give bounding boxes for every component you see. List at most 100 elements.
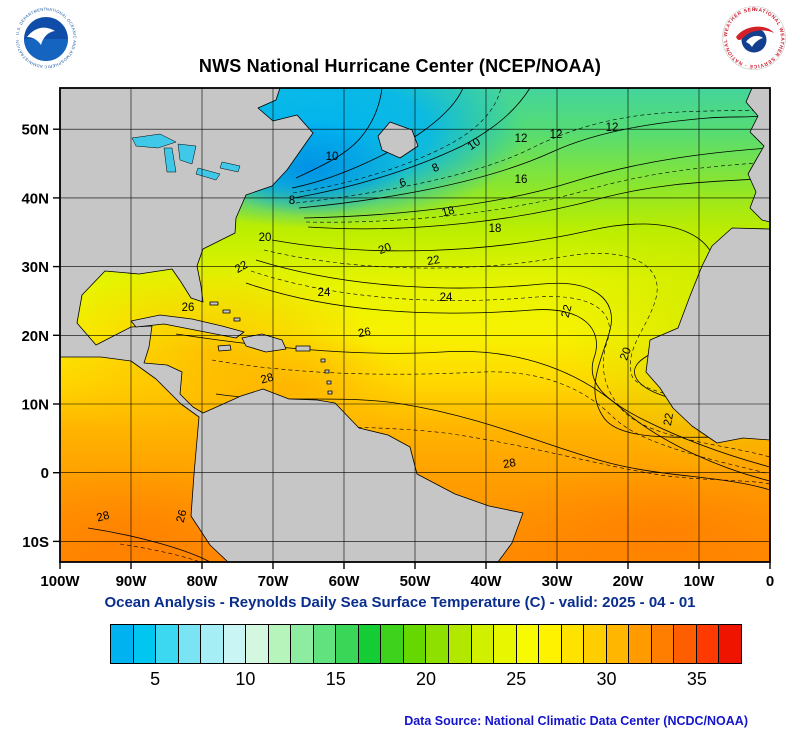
- europe: [745, 88, 770, 223]
- colorbar-segment: [268, 625, 292, 663]
- puerto-rico: [295, 345, 311, 352]
- lon-tick-label: 0: [766, 573, 774, 590]
- header: NATIONAL OCEANIC AND ATMOSPHERIC ADMINIS…: [0, 0, 800, 86]
- newfoundland: [377, 121, 419, 159]
- colorbar-segment: [696, 625, 720, 663]
- map-caption: Ocean Analysis - Reynolds Daily Sea Surf…: [104, 594, 696, 611]
- contour-label: 18: [440, 205, 455, 220]
- lat-tick-label: 10N: [21, 397, 49, 414]
- colorbar-segment: [584, 625, 607, 663]
- lat-tick-label: 10S: [22, 534, 49, 551]
- nws-swoosh-icon: [736, 26, 774, 40]
- contour-label: 26: [182, 302, 195, 314]
- contour-label: 22: [662, 412, 676, 427]
- colorbar-tick-label: 5: [150, 669, 161, 689]
- colorbar-segment: [539, 625, 562, 663]
- colorbar-segment: [719, 625, 741, 663]
- contour-label: 22: [560, 303, 575, 318]
- contour-label: 12: [606, 122, 619, 134]
- contour-label: 24: [318, 287, 331, 299]
- colorbar-segment: [516, 625, 540, 663]
- contour-label: 20: [259, 232, 272, 244]
- colorbar-segment: [358, 625, 382, 663]
- colorbar-segment: [246, 625, 269, 663]
- lon-tick-label: 30W: [542, 573, 574, 590]
- colorbar-segment: [606, 625, 630, 663]
- colorbar-segment: [313, 625, 337, 663]
- bahamas: [209, 301, 241, 322]
- lon-tick-label: 60W: [329, 573, 361, 590]
- colorbar-tick-label: 35: [686, 669, 707, 689]
- colorbar-segment: [201, 625, 224, 663]
- lon-tick-label: 40W: [471, 573, 503, 590]
- noaa-emblem-sea: [24, 39, 68, 61]
- contour-label: 8: [289, 195, 295, 207]
- page-title: NWS National Hurricane Center (NCEP/NOAA…: [198, 56, 602, 76]
- colorbar-segment: [651, 625, 675, 663]
- lat-tick-label: 40N: [21, 190, 49, 207]
- colorbar-segment: [494, 625, 517, 663]
- contour-label: 24: [440, 292, 453, 304]
- contour-label: 16: [515, 174, 528, 186]
- lat-tick-label: 20N: [21, 328, 49, 345]
- colorbar-ticks: 5 10 15 20 25 30 35: [110, 669, 742, 695]
- colorbar-segment: [223, 625, 247, 663]
- jamaica: [217, 344, 232, 352]
- contour-label: 10: [326, 151, 339, 163]
- colorbar-segment: [471, 625, 495, 663]
- colorbar-segment: [674, 625, 697, 663]
- colorbar-segment: [561, 625, 585, 663]
- lat-tick-label: 50N: [21, 122, 49, 139]
- colorbar-tick-label: 25: [506, 669, 527, 689]
- contour-label: 8: [430, 161, 441, 175]
- contour-label: 26: [175, 508, 190, 523]
- contour-label: 28: [95, 510, 110, 525]
- contour-label: 28: [502, 457, 517, 471]
- colorbar-segment: [336, 625, 359, 663]
- contour-label: 26: [357, 326, 372, 340]
- colorbar-segment: [381, 625, 404, 663]
- colorbar-wrap: 5 10 15 20 25 30 35: [110, 624, 742, 695]
- contour-label: 12: [515, 133, 528, 145]
- lon-tick-label: 50W: [400, 573, 432, 590]
- colorbar-segment: [111, 625, 134, 663]
- contour-label: 12: [550, 129, 563, 141]
- noaa-gull-icon: [27, 27, 55, 45]
- colorbar-segment: [426, 625, 449, 663]
- graticule: [60, 88, 770, 562]
- noaa-logo-icon: NATIONAL OCEANIC AND ATMOSPHERIC ADMINIS…: [14, 6, 78, 70]
- contour-label: 6: [398, 176, 408, 189]
- lon-tick-label: 70W: [258, 573, 290, 590]
- colorbar-tick-label: 30: [596, 669, 617, 689]
- lon-tick-label: 10W: [684, 573, 716, 590]
- contour-label: 20: [377, 241, 393, 257]
- colorbar-tick-label: 15: [325, 669, 346, 689]
- colorbar-segment: [403, 625, 427, 663]
- lon-tick-label: 80W: [187, 573, 219, 590]
- north-south-america: [60, 88, 524, 562]
- colorbar-segment: [133, 625, 157, 663]
- lon-tick-label: 20W: [613, 573, 645, 590]
- contour-label: 28: [259, 372, 274, 387]
- colorbar-segment: [156, 625, 179, 663]
- map-area: 8 10 6 8 10 12 12 12 16 18 18 20 20 22 22 24 24 26 26 22 20 2…: [0, 86, 800, 592]
- lat-tick-label: 0: [41, 465, 49, 482]
- contour-label: 20: [618, 346, 634, 362]
- colorbar-segment: [629, 625, 652, 663]
- contour-label: 22: [426, 254, 441, 268]
- contour-label: 22: [233, 259, 250, 276]
- contour-label: 18: [489, 223, 502, 235]
- lat-tick-label: 30N: [21, 259, 49, 276]
- lon-tick-label: 90W: [116, 573, 148, 590]
- nws-map-shape: [746, 35, 763, 47]
- hispaniola: [241, 333, 287, 353]
- colorbar-segment: [448, 625, 472, 663]
- lon-tick-label: 100W: [40, 573, 80, 590]
- colorbar-tick-label: 20: [415, 669, 437, 689]
- colorbar-segment: [178, 625, 202, 663]
- axis-labels: 50N 40N 30N 20N 10N 0 10S 100W 90W 80W 70W 60W 50W 40…: [21, 122, 774, 590]
- lesser-antilles: [320, 358, 333, 395]
- great-lakes: [131, 133, 241, 181]
